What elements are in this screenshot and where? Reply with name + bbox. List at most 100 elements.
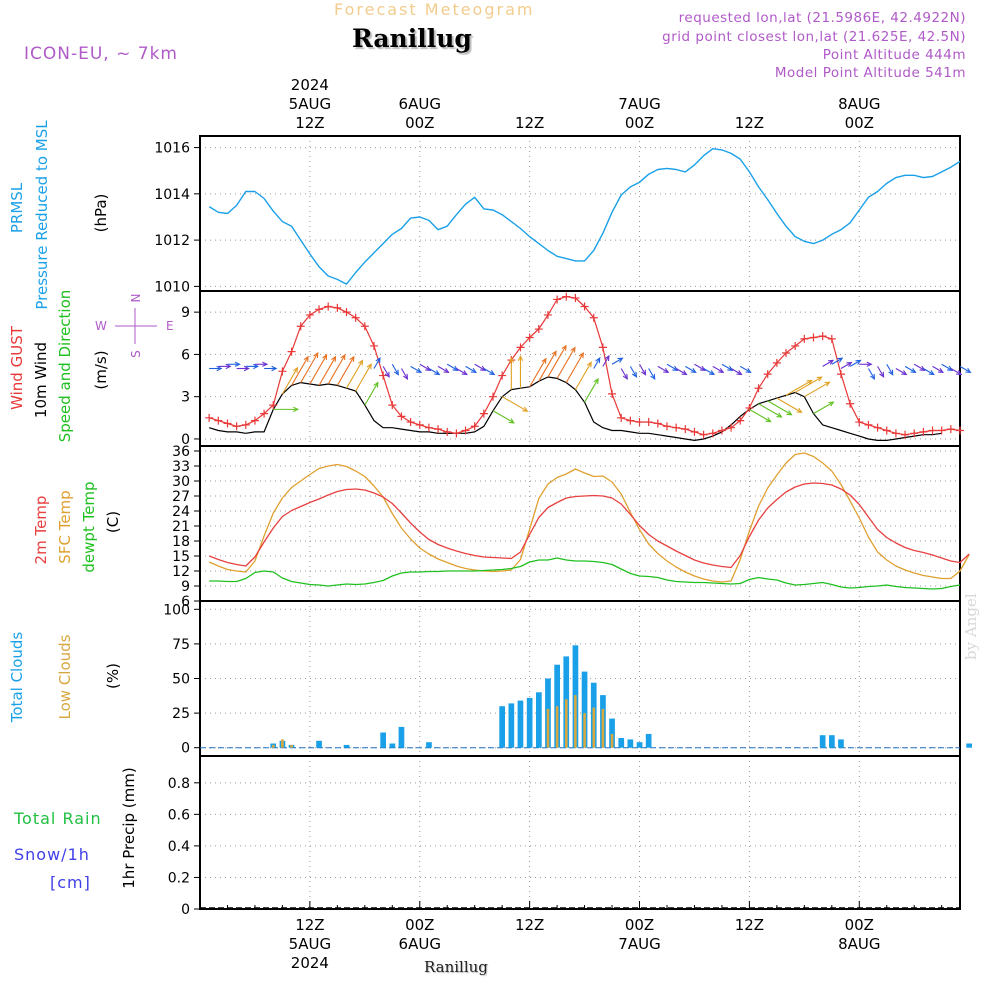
wind-arrow [300, 352, 319, 383]
wind-arrow-head [736, 370, 743, 376]
gust-marker [315, 305, 324, 314]
wind-arrow [804, 381, 830, 398]
dewpt-line [209, 557, 961, 590]
gust-marker [388, 401, 397, 410]
temperature-ytick-label: 36 [172, 444, 190, 460]
top-time-label-3: 7AUG [618, 95, 660, 113]
wind-arrow-head [340, 353, 346, 361]
wind-arrow [593, 357, 601, 369]
wind-arrow [565, 352, 584, 383]
wind-arrow [336, 356, 355, 386]
gust-marker [580, 302, 589, 311]
pressure-unit-label: (hPa) [92, 194, 110, 233]
temperature-frame [199, 445, 961, 602]
wind-arrow-head [919, 365, 926, 371]
wind-arrow-head [578, 351, 584, 359]
gust-marker [498, 371, 507, 380]
wind-arrow [904, 365, 916, 373]
wind-arrow-head [765, 417, 772, 423]
gust-marker [223, 419, 232, 428]
wind-arrow-head [947, 365, 954, 371]
gust-marker [763, 370, 772, 379]
wind-arrow [346, 360, 363, 389]
wind-arrow [666, 363, 678, 371]
wind-arrow-head [331, 355, 337, 362]
gust-marker [534, 325, 543, 334]
wind-arrow-head [434, 370, 441, 376]
wind-arrow-head [522, 406, 529, 412]
wind-arrow [895, 368, 907, 375]
wind-arrow-head [699, 365, 707, 371]
total-cloud-bar [343, 744, 350, 748]
wind-arrow-head [452, 365, 459, 371]
total-cloud-bar [966, 743, 972, 748]
gust-marker [864, 420, 873, 429]
wind-arrow [309, 354, 328, 385]
wind-arrow-head [869, 373, 876, 380]
gust-marker [452, 429, 461, 438]
top-time-label-3: 00Z [625, 114, 654, 132]
compass-s: S [129, 350, 143, 358]
gust-marker [818, 332, 827, 341]
gust-marker [635, 418, 644, 427]
wind-arrow-head [824, 381, 831, 387]
pressure-frame [199, 135, 961, 292]
wind-arrow-head [855, 359, 862, 365]
wind-arrow-head [415, 367, 423, 374]
wind-arrow-head [786, 410, 793, 416]
pretitle: Forecast Meteogram [334, 0, 535, 19]
total-cloud-bar [627, 739, 634, 748]
wind-arrow [749, 408, 771, 423]
wind-arrow [932, 365, 944, 373]
clouds-ytick-label: 75 [172, 637, 190, 653]
wind-frame [199, 290, 961, 447]
bottom-time-label-5: 8AUG [838, 935, 880, 953]
bottom-time-label-0: 2024 [291, 954, 329, 972]
temperature-ytick-label: 21 [172, 519, 190, 535]
gust-marker [608, 389, 617, 398]
wind-arrow-head [595, 357, 601, 364]
gust-marker [333, 303, 342, 312]
wind-arrow-head [508, 356, 514, 363]
gust-marker [891, 429, 900, 438]
total-cloud-bar [380, 732, 386, 748]
wind-arrow [620, 368, 628, 380]
wind-arrow [712, 365, 724, 373]
low-cloud-bar [272, 744, 275, 748]
wind-arrow-head [956, 370, 963, 376]
wind-arrow-head [631, 371, 638, 378]
gust-marker [644, 418, 653, 427]
total-cloud-bar [829, 735, 835, 748]
wind-arrow-head [663, 367, 670, 374]
wind-arrow [767, 400, 792, 416]
wind-arrow [648, 368, 656, 380]
gust-marker [791, 341, 800, 350]
wind-arrow [694, 363, 706, 371]
wind-arrow-head [293, 406, 300, 412]
wind-arrow-head [402, 373, 409, 380]
gust-marker [360, 322, 369, 331]
top-time-label-0: 2024 [291, 76, 329, 94]
wind-label-gust: Wind GUST [8, 325, 26, 410]
wind-arrow-head [745, 367, 752, 374]
wind-arrow-head [641, 369, 647, 376]
gust-marker [598, 343, 607, 352]
wind-ytick-label: 0 [181, 432, 190, 448]
temperature-ytick-label: 12 [172, 564, 190, 580]
wind-arrow [318, 356, 337, 386]
wind-arrow [813, 401, 834, 415]
wind-arrow [758, 403, 782, 418]
wind-arrow-head [551, 350, 557, 357]
total-cloud-bar [618, 738, 625, 748]
wind-arrow [474, 363, 486, 371]
gust-marker [745, 403, 754, 412]
wind-arrow-head [910, 367, 917, 374]
pressure-ytick-label: 1016 [154, 141, 190, 157]
wind-arrow-head [846, 361, 853, 367]
gust-marker [351, 313, 360, 322]
bottom-time-label-0: 5AUG [289, 935, 331, 953]
precip-label-snow-unit: [cm] [50, 873, 91, 892]
gust-marker [305, 310, 314, 319]
clouds-ytick-label: 25 [172, 706, 190, 722]
wind-arrow [831, 357, 843, 365]
